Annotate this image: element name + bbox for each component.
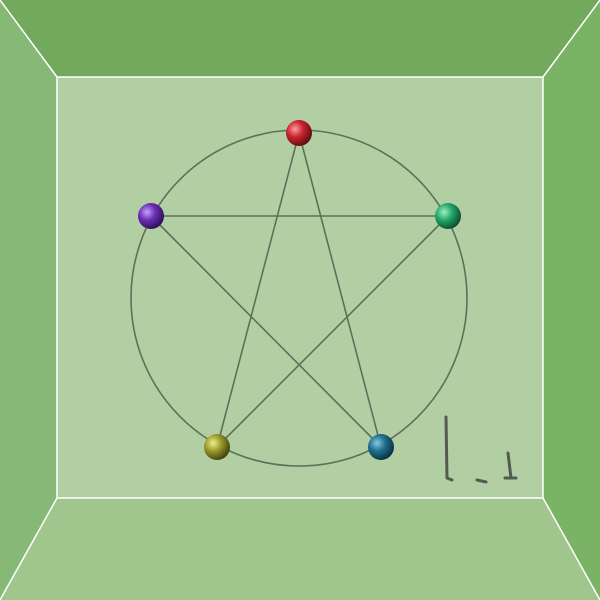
star-line-red-teal [298,132,382,448]
wall-left [0,0,57,600]
edge-bottom-left [0,497,58,600]
star-line-olive-red [216,132,300,448]
back-wall [57,77,543,498]
orb-red[interactable] [286,120,312,146]
edge-bottom-right [542,497,600,600]
pentagram-figure [130,129,468,467]
back-wall-outline [56,76,544,499]
edge-top-right [542,0,600,78]
orb-teal[interactable] [368,434,394,460]
mark-stroke-short [503,451,518,480]
orb-olive[interactable] [204,434,230,460]
mark-stroke-tall [444,415,454,482]
orb-green[interactable] [435,203,461,229]
star-line-teal-purple [150,215,382,448]
wall-top [0,0,600,77]
wall-right [543,0,600,600]
star-line-green-olive [216,215,449,448]
hand-drawn-marks [444,415,518,484]
mark-stroke-dash [475,478,488,484]
edge-top-left [0,0,58,78]
orb-purple[interactable] [138,203,164,229]
wall-bottom [0,498,600,600]
